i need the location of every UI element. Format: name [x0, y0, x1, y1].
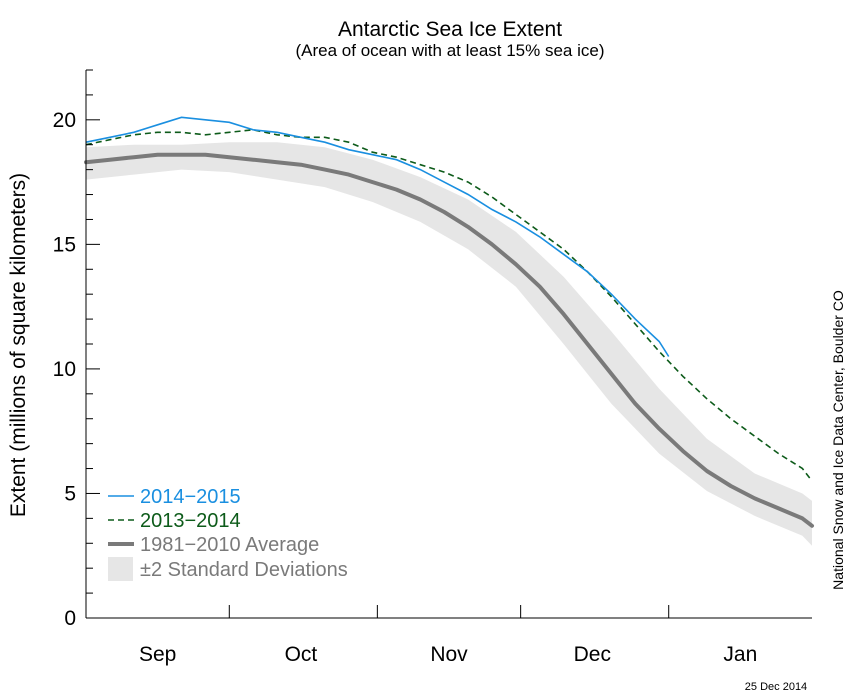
legend-swatch-std-dev — [108, 557, 133, 581]
x-ticks: Sep Oct Nov Dec Jan — [139, 605, 757, 666]
x-tick-label-nov: Nov — [430, 643, 468, 666]
y-tick-label: 0 — [64, 607, 76, 630]
x-tick-label-oct: Oct — [285, 643, 318, 666]
credit-text: National Snow and Ice Data Center, Bould… — [830, 290, 846, 590]
x-tick-label-dec: Dec — [574, 643, 611, 666]
y-ticks: 0 5 10 15 20 — [53, 69, 100, 630]
y-tick-label: 20 — [53, 109, 76, 132]
chart-subtitle: (Area of ocean with at least 15% sea ice… — [296, 41, 605, 60]
legend-label-std-dev: ±2 Standard Deviations — [140, 559, 348, 581]
plot-area — [84, 116, 814, 546]
x-tick-label-jan: Jan — [723, 643, 757, 666]
y-axis-label: Extent (millions of square kilometers) — [7, 173, 30, 517]
chart-title: Antarctic Sea Ice Extent — [338, 18, 562, 41]
legend-label-2014-2015: 2014−2015 — [140, 486, 241, 508]
axes: 0 5 10 15 20 Sep Oct Nov Dec Jan — [53, 69, 812, 666]
legend: 2014−2015 2013−2014 1981−2010 Average ±2… — [108, 486, 348, 581]
std-dev-band — [86, 142, 812, 546]
series-line-average — [84, 152, 814, 528]
legend-label-average: 1981−2010 Average — [140, 534, 319, 556]
series-line-2014-2015 — [85, 116, 670, 357]
x-tick-label-sep: Sep — [139, 643, 176, 666]
series-line-2013-2014 — [85, 128, 813, 482]
date-stamp: 25 Dec 2014 — [745, 681, 807, 692]
y-tick-label: 5 — [64, 482, 76, 505]
y-tick-label: 10 — [53, 358, 76, 381]
legend-label-2013-2014: 2013−2014 — [140, 510, 241, 532]
y-tick-label: 15 — [53, 233, 76, 256]
